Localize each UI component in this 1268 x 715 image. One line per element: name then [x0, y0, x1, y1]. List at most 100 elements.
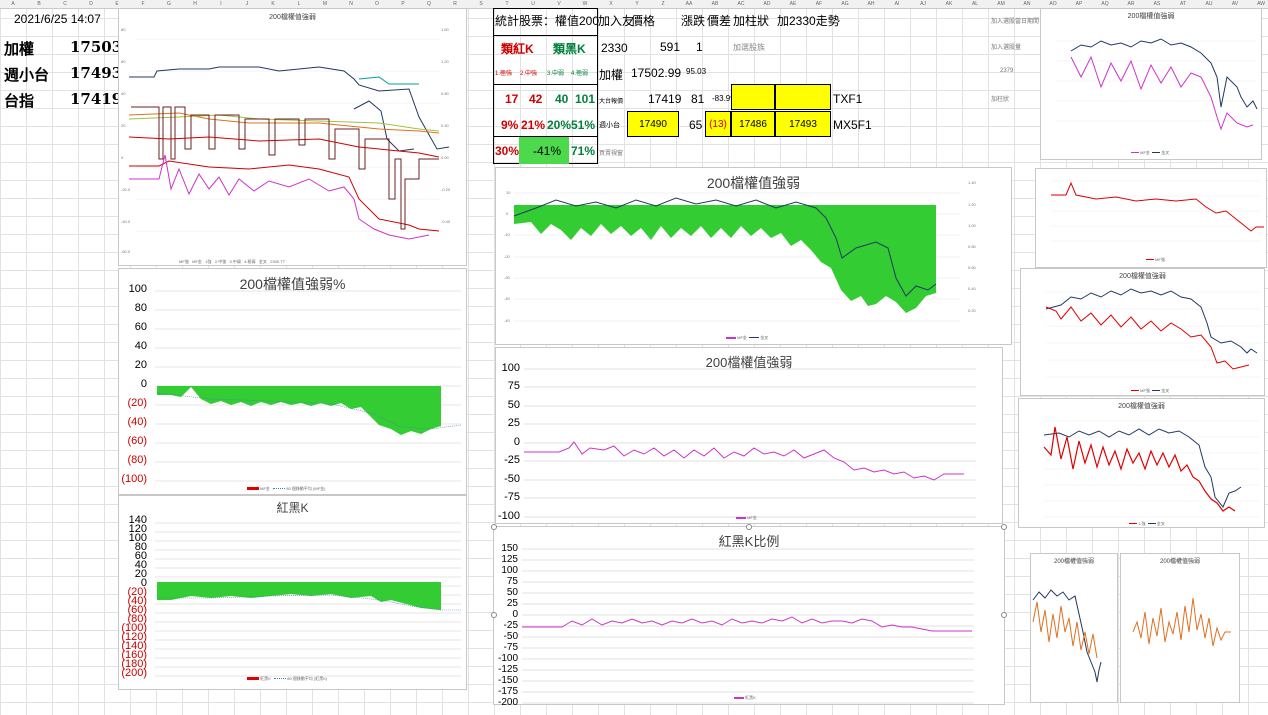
big-ytick: -40 — [504, 296, 510, 301]
column-header-cell[interactable]: AS — [1153, 1, 1161, 7]
column-header-cell[interactable]: W — [582, 1, 588, 7]
big-y2tick: 1.20 — [968, 202, 976, 207]
column-header-cell[interactable]: AM — [997, 1, 1005, 7]
column-header-cell[interactable]: AN — [1023, 1, 1031, 7]
column-header-cell[interactable]: AO — [1049, 1, 1057, 7]
mid-legend: MF金 — [736, 515, 757, 521]
chart-big-strength[interactable]: 200檔權值強弱 10 0 -10 -20 -30 -40 -40 1.40 1… — [495, 167, 1012, 345]
column-header-cell[interactable]: N — [349, 1, 353, 7]
chart-right-5b[interactable]: 200檔權值強弱 — [1120, 553, 1240, 703]
resize-handle[interactable] — [491, 612, 497, 618]
column-header-cell[interactable]: AV — [1231, 1, 1239, 7]
mid-ytick: 50 — [507, 399, 520, 411]
column-header-cell[interactable]: AW — [1257, 1, 1265, 7]
column-header-cell[interactable]: V — [557, 1, 561, 7]
column-header-cell[interactable]: S — [479, 1, 483, 7]
chart-right-4[interactable]: 200檔權值強弱 1.強 金叉 — [1018, 398, 1265, 528]
row-mx-diff: (13) — [709, 118, 727, 130]
col-bar-header: 加柱狀 — [733, 14, 770, 28]
resize-handle[interactable] — [1001, 612, 1007, 618]
column-header-cell[interactable]: C — [63, 1, 67, 7]
chart-right-2[interactable]: MF強 — [1035, 168, 1267, 268]
column-header-cell[interactable]: AK — [945, 1, 953, 7]
column-header-cell[interactable]: AG — [841, 1, 849, 7]
ratio-ytick: 75 — [506, 576, 518, 587]
rk-yaxis: 140 120 100 80 60 40 20 0 (20) (40) (60)… — [119, 514, 147, 684]
chart-right-5a[interactable]: 200檔權值強弱 — [1030, 553, 1118, 703]
column-header-cell[interactable]: B — [37, 1, 41, 7]
sum-black: 71% — [571, 144, 596, 158]
ratio-ytick: -150 — [497, 675, 518, 686]
chart-right-1[interactable]: 200檔權值強弱 MF金 金叉 — [1040, 8, 1262, 160]
column-header-cell[interactable]: AA — [685, 1, 693, 7]
right-note-4: 加柱狀 — [991, 97, 1010, 103]
sub-label-1: 1.極強 — [495, 71, 513, 77]
column-header-cell[interactable]: Q — [427, 1, 431, 7]
column-header-cell[interactable]: U — [531, 1, 535, 7]
column-header-cell[interactable]: AI — [894, 1, 900, 7]
column-header-cell[interactable]: AC — [737, 1, 745, 7]
column-header-cell[interactable]: K — [271, 1, 275, 7]
column-header-cell[interactable]: D — [89, 1, 93, 7]
column-header-cell[interactable]: Y — [635, 1, 639, 7]
pct-legend-item: MF金 — [260, 486, 270, 491]
column-header-cell[interactable]: A — [11, 1, 15, 7]
right-3-legend-item: MF強 — [1140, 388, 1150, 393]
resize-handle[interactable] — [746, 524, 752, 530]
column-header-cell[interactable]: E — [115, 1, 119, 7]
mx-bid-cell[interactable]: 17490 — [627, 111, 679, 137]
column-header-cell[interactable]: Z — [661, 1, 665, 7]
sub-label-4: 4.極弱 — [571, 71, 589, 77]
stats-table: 統計股票：權值200 加入友 價格 漲跌 價差 加柱狀 加2330走勢 類紅K … — [493, 8, 973, 164]
top-mini-y2tick: 1.60 — [441, 27, 449, 32]
column-header-cell[interactable]: AR — [1127, 1, 1135, 7]
chart-right-1-title: 200檔權值強弱 — [1127, 13, 1175, 20]
rk-ytick: 140 — [128, 514, 147, 526]
resize-handle[interactable] — [491, 524, 497, 530]
resize-handle[interactable] — [1001, 524, 1007, 530]
column-header-cell[interactable]: F — [141, 1, 145, 7]
row-mx-name: MX5F1 — [833, 118, 872, 132]
chart-red-black-k-title: 紅黑K — [276, 501, 309, 515]
column-header-cell[interactable]: O — [375, 1, 379, 7]
top-mini-ytick: 80 — [121, 27, 126, 32]
column-header-cell[interactable]: T — [505, 1, 509, 7]
column-header-cell[interactable]: J — [245, 1, 249, 7]
chart-right-3[interactable]: 200檔權值強弱 MF強 金叉 — [1020, 268, 1265, 396]
column-header-cell[interactable]: G — [167, 1, 171, 7]
chart-right-4-title: 200檔權值強弱 — [1118, 403, 1165, 410]
column-header-cell[interactable]: AJ — [920, 1, 926, 7]
column-header-cell[interactable]: AD — [763, 1, 771, 7]
column-header-cell[interactable]: AE — [789, 1, 797, 7]
column-header-cell[interactable]: I — [220, 1, 222, 7]
right-2-legend: MF強 — [1146, 257, 1165, 263]
sub-label-2: 2.中強 — [520, 71, 538, 77]
row-tx-diff: -83.99 — [712, 94, 735, 103]
right-1-legend: MF金 金叉 — [1131, 150, 1169, 156]
datetime-cell[interactable]: 2021/6/25 14:07 — [14, 12, 101, 26]
column-header-cell[interactable]: AB — [711, 1, 719, 7]
column-header-cell[interactable]: L — [297, 1, 301, 7]
column-header-cell[interactable]: P — [401, 1, 405, 7]
column-header-cell[interactable]: AH — [867, 1, 875, 7]
column-header-cell[interactable]: AU — [1205, 1, 1213, 7]
column-header-cell[interactable]: X — [609, 1, 613, 7]
column-header-cell[interactable]: R — [453, 1, 457, 7]
column-header-cell[interactable]: H — [193, 1, 197, 7]
chart-top-mini[interactable]: 200檔權值強弱 80 60 40 20 0 -20.0 -40.0 -60.0… — [118, 8, 467, 266]
chart-red-black-k[interactable]: 紅黑K 140 120 100 80 60 40 20 0 (20) (40) … — [118, 495, 467, 690]
column-header-cell[interactable]: AP — [1075, 1, 1083, 7]
chart-rk-ratio[interactable]: 紅黑K比例 150 125 100 75 50 25 0 -25 -50 -75… — [491, 524, 1007, 708]
column-header-cell[interactable]: AL — [971, 1, 979, 7]
big-y2tick: 0.20 — [968, 308, 976, 313]
chart-mid-strength[interactable]: 200檔權值強弱 100 75 50 25 0 -25 -50 -75 -100… — [495, 347, 1003, 524]
right-1-legend-item: MF金 — [1140, 150, 1150, 155]
ratio-ytick: -50 — [503, 631, 518, 642]
column-header-cell[interactable]: AF — [815, 1, 823, 7]
top-mini-y2tick: 0.00 — [441, 155, 449, 160]
column-header-cell[interactable]: AQ — [1101, 1, 1109, 7]
pct-ytick: 20 — [134, 359, 147, 371]
column-header-cell[interactable]: M — [322, 1, 328, 7]
chart-strength-pct[interactable]: 200檔權值強弱% 100 80 60 40 20 0 (20) (40) (6… — [118, 268, 467, 495]
column-header-cell[interactable]: AT — [1179, 1, 1187, 7]
